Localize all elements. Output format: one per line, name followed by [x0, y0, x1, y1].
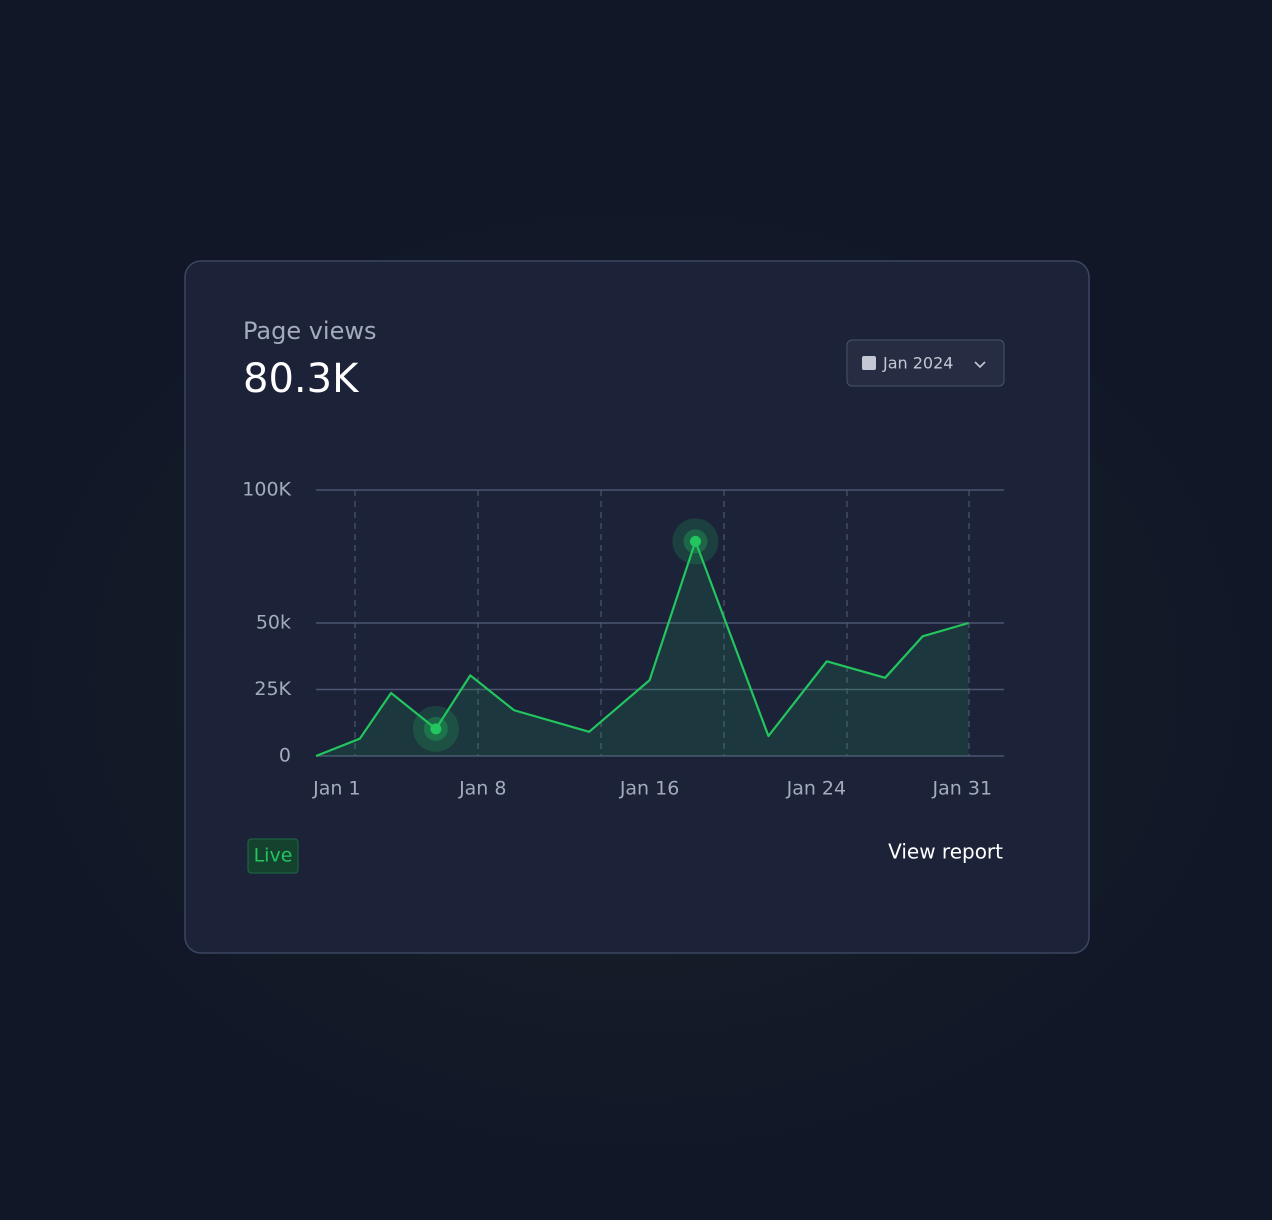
chevron — [974, 361, 986, 369]
x-tick-label: Jan 31 — [932, 778, 993, 800]
y-tick-label: 50k — [256, 612, 291, 634]
view-report-link[interactable]: View report — [888, 840, 1003, 864]
marker-dot — [689, 535, 701, 547]
y-tick-label: 0 — [279, 745, 291, 767]
total-value: 80.3K — [243, 356, 360, 402]
x-tick-label: Jan 24 — [786, 778, 847, 800]
picker-label[interactable]: Jan 2024 — [882, 354, 953, 373]
x-tick-label: Jan 8 — [458, 778, 506, 800]
card-title: Page views — [243, 317, 377, 345]
live-label: Live — [254, 845, 293, 867]
y-tick-label: 25K — [254, 678, 291, 700]
calendar-icon — [862, 356, 876, 370]
x-tick-label: Jan 1 — [312, 778, 360, 800]
date-picker[interactable]: Jan 2024 — [846, 339, 1005, 387]
y-tick-label: 100K — [242, 479, 291, 501]
marker-dot — [430, 723, 442, 735]
area — [316, 541, 969, 756]
picker-box[interactable] — [846, 339, 1005, 387]
live-badge — [247, 838, 299, 874]
line — [315, 540, 969, 758]
x-tick-label: Jan 16 — [619, 778, 680, 800]
card — [184, 260, 1090, 954]
